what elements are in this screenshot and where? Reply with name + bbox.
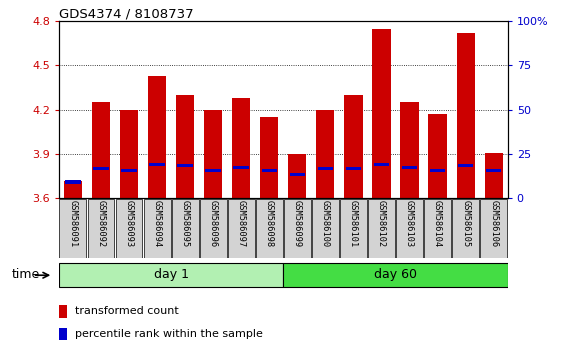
Bar [289, 173, 305, 176]
Text: GSM586093: GSM586093 [125, 200, 134, 247]
Bar [374, 163, 389, 166]
Text: GSM586098: GSM586098 [265, 200, 274, 247]
Text: GSM586101: GSM586101 [349, 200, 358, 247]
Bar [149, 163, 165, 166]
FancyBboxPatch shape [396, 199, 423, 258]
FancyBboxPatch shape [200, 199, 227, 258]
Bar [92, 102, 110, 198]
FancyBboxPatch shape [144, 199, 171, 258]
FancyBboxPatch shape [228, 199, 255, 258]
Bar [429, 114, 447, 198]
Bar [176, 95, 194, 198]
Bar [401, 102, 419, 198]
Bar [233, 166, 249, 169]
Bar [402, 166, 417, 169]
Text: GSM586094: GSM586094 [153, 200, 162, 247]
Bar [65, 181, 81, 184]
Bar [232, 98, 250, 198]
Text: GSM586102: GSM586102 [377, 200, 386, 247]
Bar [177, 164, 193, 167]
FancyBboxPatch shape [312, 199, 339, 258]
FancyBboxPatch shape [283, 263, 508, 287]
Bar [121, 169, 137, 172]
Text: GSM586097: GSM586097 [237, 200, 246, 247]
Bar [204, 110, 222, 198]
Text: day 1: day 1 [154, 268, 188, 281]
Bar [373, 29, 390, 198]
Text: transformed count: transformed count [75, 306, 178, 316]
Bar [260, 117, 278, 198]
Bar [316, 110, 334, 198]
Text: GDS4374 / 8108737: GDS4374 / 8108737 [59, 7, 194, 20]
Bar [486, 169, 502, 172]
FancyBboxPatch shape [59, 199, 86, 258]
FancyBboxPatch shape [452, 199, 479, 258]
Text: GSM586092: GSM586092 [96, 200, 105, 247]
Text: GSM586103: GSM586103 [405, 200, 414, 247]
Text: GSM586095: GSM586095 [181, 200, 190, 247]
FancyBboxPatch shape [424, 199, 451, 258]
Bar [457, 33, 475, 198]
Bar [148, 76, 166, 198]
Text: GSM586091: GSM586091 [68, 200, 77, 247]
Text: GSM586104: GSM586104 [433, 200, 442, 247]
Bar [344, 95, 362, 198]
FancyBboxPatch shape [480, 199, 507, 258]
FancyBboxPatch shape [59, 263, 283, 287]
Bar [205, 169, 221, 172]
Text: GSM586096: GSM586096 [209, 200, 218, 247]
Text: percentile rank within the sample: percentile rank within the sample [75, 329, 263, 339]
FancyBboxPatch shape [172, 199, 199, 258]
Text: GSM586106: GSM586106 [489, 200, 498, 247]
Bar [93, 167, 109, 170]
Text: GSM586099: GSM586099 [293, 200, 302, 247]
Bar [64, 181, 82, 198]
Bar [59, 305, 67, 318]
FancyBboxPatch shape [284, 199, 311, 258]
Bar [120, 110, 138, 198]
Bar [318, 167, 333, 170]
FancyBboxPatch shape [340, 199, 367, 258]
Text: GSM586100: GSM586100 [321, 200, 330, 247]
Bar [458, 164, 473, 167]
Text: GSM586105: GSM586105 [461, 200, 470, 247]
Text: time: time [11, 268, 39, 281]
Bar [261, 169, 277, 172]
Text: day 60: day 60 [374, 268, 417, 281]
FancyBboxPatch shape [116, 199, 142, 258]
FancyBboxPatch shape [368, 199, 395, 258]
Bar [485, 153, 503, 198]
Bar [59, 328, 67, 340]
Bar [430, 169, 445, 172]
Bar [288, 154, 306, 198]
FancyBboxPatch shape [256, 199, 283, 258]
FancyBboxPatch shape [88, 199, 114, 258]
Bar [346, 167, 361, 170]
